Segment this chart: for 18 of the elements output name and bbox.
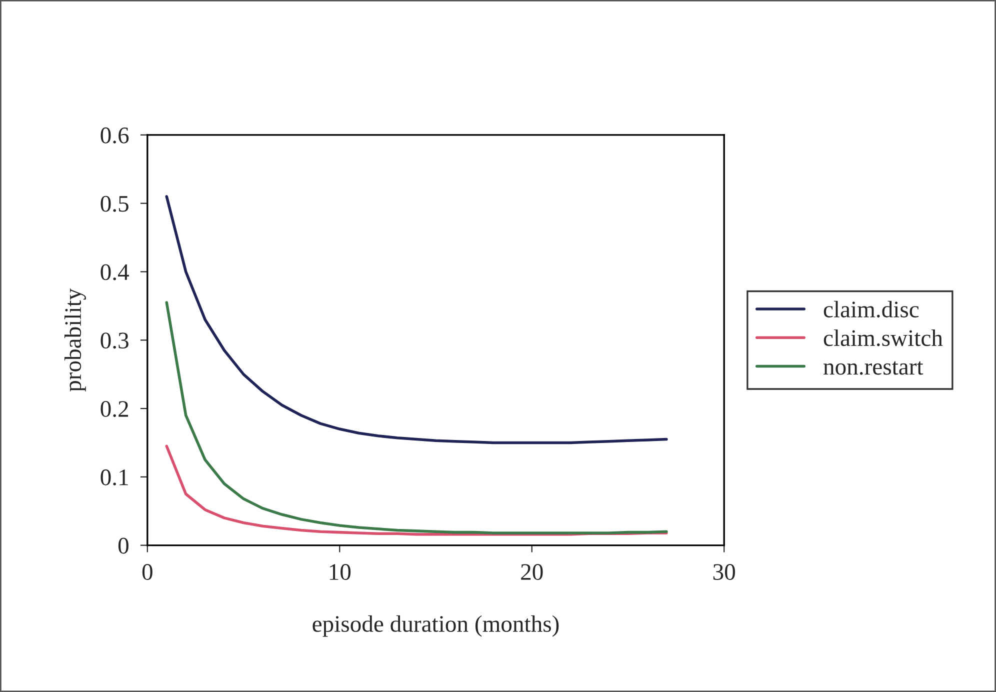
x-tick-label: 20 xyxy=(521,564,543,580)
legend-label: claim.switch xyxy=(824,329,943,346)
x-tick-label: 0 xyxy=(142,564,152,580)
legend-label: non.restart xyxy=(824,361,924,375)
y-tick-label: 0.6 xyxy=(100,127,129,144)
y-tick-label: 0.2 xyxy=(100,401,128,418)
line-series xyxy=(165,195,668,444)
legend-label: claim.disc xyxy=(824,300,919,318)
line-series xyxy=(165,301,668,534)
y-tick-label: 0.4 xyxy=(100,264,129,280)
y-tick-label: 0.3 xyxy=(100,332,128,349)
x-tick-label: 10 xyxy=(330,564,351,580)
y-tick-label: 0.5 xyxy=(100,196,128,212)
y-tick-label: 0 xyxy=(118,538,128,554)
x-axis-title: episode duration (months) xyxy=(312,615,559,637)
y-axis-title: probability xyxy=(64,288,86,392)
y-tick-label: 0.1 xyxy=(100,469,128,486)
x-tick-label: 30 xyxy=(713,564,735,580)
